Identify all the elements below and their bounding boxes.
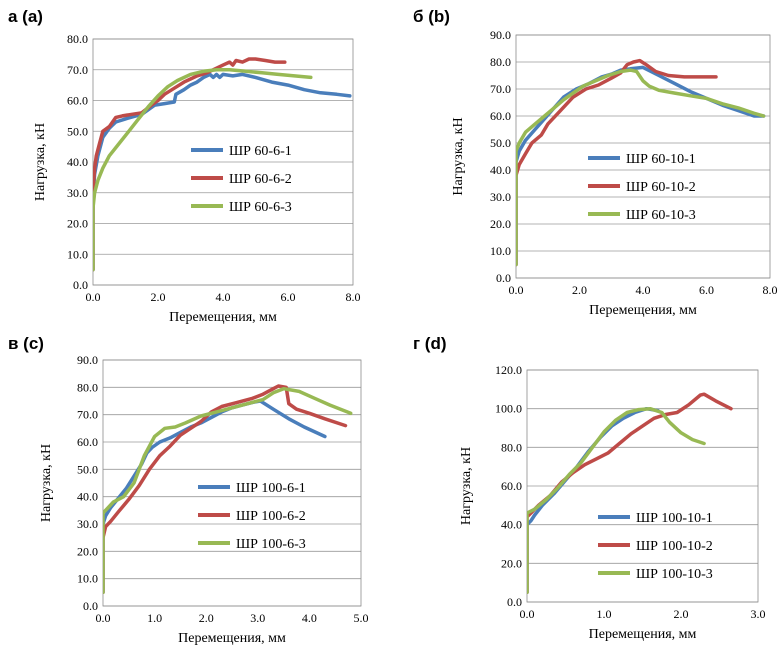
y-tick-label: 50.0 <box>67 124 88 138</box>
y-axis-title: Нагрузка, кН <box>39 444 54 522</box>
y-tick-label: 30.0 <box>490 190 511 204</box>
x-tick-label: 2.0 <box>151 290 166 304</box>
legend-entry: ШР 60-10-3 <box>626 208 696 223</box>
legend-entry: ШР 60-6-2 <box>229 172 292 187</box>
x-tick-label: 8.0 <box>763 283 778 297</box>
y-tick-label: 70.0 <box>490 82 511 96</box>
y-tick-label: 50.0 <box>490 136 511 150</box>
panel-label: а (a) <box>8 7 43 26</box>
y-tick-label: 60.0 <box>490 109 511 123</box>
y-tick-label: 20.0 <box>77 544 98 558</box>
x-tick-label: 8.0 <box>346 290 361 304</box>
y-tick-label: 20.0 <box>67 217 88 231</box>
legend-entry: ШР 100-10-3 <box>636 567 713 582</box>
x-tick-label: 4.0 <box>302 611 317 625</box>
legend-entry: ШР 100-6-1 <box>236 481 306 496</box>
x-tick-label: 4.0 <box>636 283 651 297</box>
legend-entry: ШР 60-6-3 <box>229 200 292 215</box>
legend-entry: ШР 100-6-2 <box>236 509 306 524</box>
x-tick-label: 2.0 <box>199 611 214 625</box>
x-tick-label: 5.0 <box>354 611 369 625</box>
y-tick-label: 40.0 <box>490 163 511 177</box>
y-tick-label: 90.0 <box>77 353 98 367</box>
legend-entry: ШР 100-6-3 <box>236 537 306 552</box>
y-tick-label: 40.0 <box>77 490 98 504</box>
y-tick-label: 30.0 <box>77 517 98 531</box>
y-tick-label: 80.0 <box>490 55 511 69</box>
y-tick-label: 0.0 <box>73 278 88 292</box>
x-tick-label: 6.0 <box>281 290 296 304</box>
y-tick-label: 0.0 <box>507 595 522 609</box>
y-tick-label: 30.0 <box>67 186 88 200</box>
plot-frame <box>526 369 759 603</box>
y-axis-title: Нагрузка, кН <box>451 117 466 195</box>
legend-entry: ШР 100-10-2 <box>636 539 713 554</box>
legend-entry: ШР 60-10-1 <box>626 152 696 167</box>
legend-entry: ШР 60-6-1 <box>229 144 292 159</box>
x-axis-title: Перемещения, мм <box>169 310 277 325</box>
x-tick-label: 6.0 <box>699 283 714 297</box>
y-tick-label: 60.0 <box>77 435 98 449</box>
x-axis-title: Перемещения, мм <box>589 627 697 642</box>
y-tick-label: 0.0 <box>496 271 511 285</box>
y-tick-label: 80.0 <box>67 32 88 46</box>
x-axis-title: Перемещения, мм <box>178 631 286 646</box>
y-tick-label: 10.0 <box>490 244 511 258</box>
y-tick-label: 80.0 <box>501 440 522 454</box>
chart-panel-1: а (a) 0.0 10.0 20.0 30.0 40.0 50.0 60.0 70.0 80.0… <box>8 7 361 325</box>
panel-label: б (b) <box>413 7 450 26</box>
y-tick-label: 100.0 <box>495 402 522 416</box>
plot-frame <box>102 359 362 607</box>
y-tick-label: 10.0 <box>77 572 98 586</box>
y-tick-label: 50.0 <box>77 462 98 476</box>
chart-panel-4: г (d) 0.0 20.0 40.0 60.0 80.0 100.0 120.0 0.0 1.0… <box>413 334 766 642</box>
series-line-2 <box>103 384 348 595</box>
y-tick-label: 20.0 <box>501 556 522 570</box>
x-tick-label: 0.0 <box>96 611 111 625</box>
x-axis-title: Перемещения, мм <box>589 303 697 318</box>
x-tick-label: 1.0 <box>597 607 612 621</box>
y-tick-label: 20.0 <box>490 217 511 231</box>
y-tick-label: 70.0 <box>77 408 98 422</box>
chart-panel-2: б (b) 0.0 10.0 20.0 30.0 40.0 50.0 60.0 70.0 80.0… <box>413 7 778 318</box>
y-axis-title: Нагрузка, кН <box>459 447 474 525</box>
plot-frame <box>92 38 354 286</box>
series-line-2 <box>516 58 718 267</box>
y-tick-label: 80.0 <box>77 380 98 394</box>
series-line-3 <box>516 68 766 267</box>
series-line-2 <box>93 57 287 272</box>
x-tick-label: 1.0 <box>147 611 162 625</box>
chart-panel-3: в (c) 0.0 10.0 20.0 30.0 40.0 50.0 60.0 70.0 80.0… <box>8 334 369 646</box>
y-tick-label: 10.0 <box>67 247 88 261</box>
panel-label: в (c) <box>8 334 44 353</box>
x-tick-label: 3.0 <box>751 607 766 621</box>
series-line-1 <box>93 72 352 272</box>
x-tick-label: 4.0 <box>216 290 231 304</box>
x-tick-label: 2.0 <box>572 283 587 297</box>
series-line-2 <box>527 392 733 595</box>
series-line-3 <box>93 68 313 272</box>
x-tick-label: 0.0 <box>520 607 535 621</box>
x-tick-label: 0.0 <box>509 283 524 297</box>
y-tick-label: 60.0 <box>501 479 522 493</box>
y-tick-label: 40.0 <box>67 155 88 169</box>
series-line-3 <box>103 386 353 595</box>
y-tick-label: 0.0 <box>83 599 98 613</box>
y-tick-label: 70.0 <box>67 63 88 77</box>
x-tick-label: 3.0 <box>250 611 265 625</box>
y-tick-label: 90.0 <box>490 28 511 42</box>
series-line-3 <box>527 406 706 595</box>
y-tick-label: 60.0 <box>67 94 88 108</box>
legend-entry: ШР 100-10-1 <box>636 511 713 526</box>
y-axis-title: Нагрузка, кН <box>33 123 48 201</box>
legend-entry: ШР 60-10-2 <box>626 180 696 195</box>
y-tick-label: 40.0 <box>501 518 522 532</box>
x-tick-label: 0.0 <box>86 290 101 304</box>
y-tick-label: 120.0 <box>495 363 522 377</box>
panel-label: г (d) <box>413 334 447 353</box>
x-tick-label: 2.0 <box>674 607 689 621</box>
